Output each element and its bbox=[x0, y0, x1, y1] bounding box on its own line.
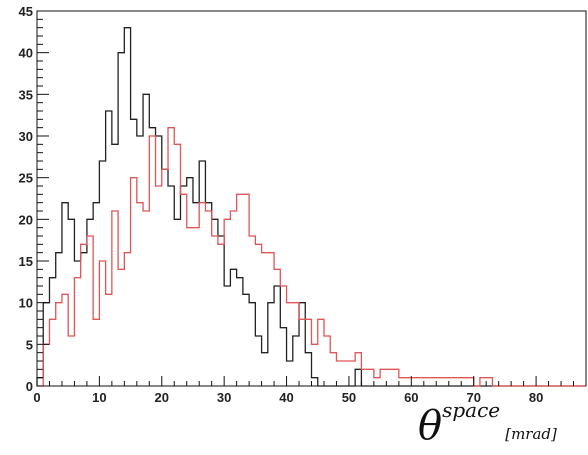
x-axis-unit: [mrad] bbox=[505, 425, 557, 443]
x-tick-label: 50 bbox=[342, 390, 356, 405]
x-axis-label: θspace [mrad] bbox=[418, 398, 557, 449]
x-tick-label: 60 bbox=[404, 390, 418, 405]
y-tick-label: 15 bbox=[19, 254, 33, 269]
x-tick-label: 30 bbox=[217, 390, 231, 405]
x-tick-label: 20 bbox=[155, 390, 169, 405]
y-tick-label: 5 bbox=[26, 337, 33, 352]
y-tick-label: 0 bbox=[26, 379, 33, 394]
x-tick-label: 0 bbox=[33, 390, 40, 405]
x-tick-label: 10 bbox=[92, 390, 106, 405]
histogram-series-2 bbox=[37, 127, 586, 387]
y-tick-label: 25 bbox=[19, 171, 33, 186]
x-axis-symbol: θ bbox=[418, 403, 443, 449]
y-tick-label: 35 bbox=[19, 87, 33, 102]
x-axis-superscript: space bbox=[442, 398, 501, 422]
y-tick-label: 40 bbox=[19, 46, 33, 61]
y-tick-label: 20 bbox=[19, 212, 33, 227]
y-tick-label: 30 bbox=[19, 129, 33, 144]
y-tick-label: 45 bbox=[19, 4, 33, 19]
y-tick-label: 10 bbox=[19, 296, 33, 311]
histogram-series-1 bbox=[36, 27, 586, 387]
x-tick-label: 70 bbox=[466, 390, 480, 405]
x-tick-label: 80 bbox=[529, 390, 543, 405]
x-tick-label: 40 bbox=[279, 390, 293, 405]
